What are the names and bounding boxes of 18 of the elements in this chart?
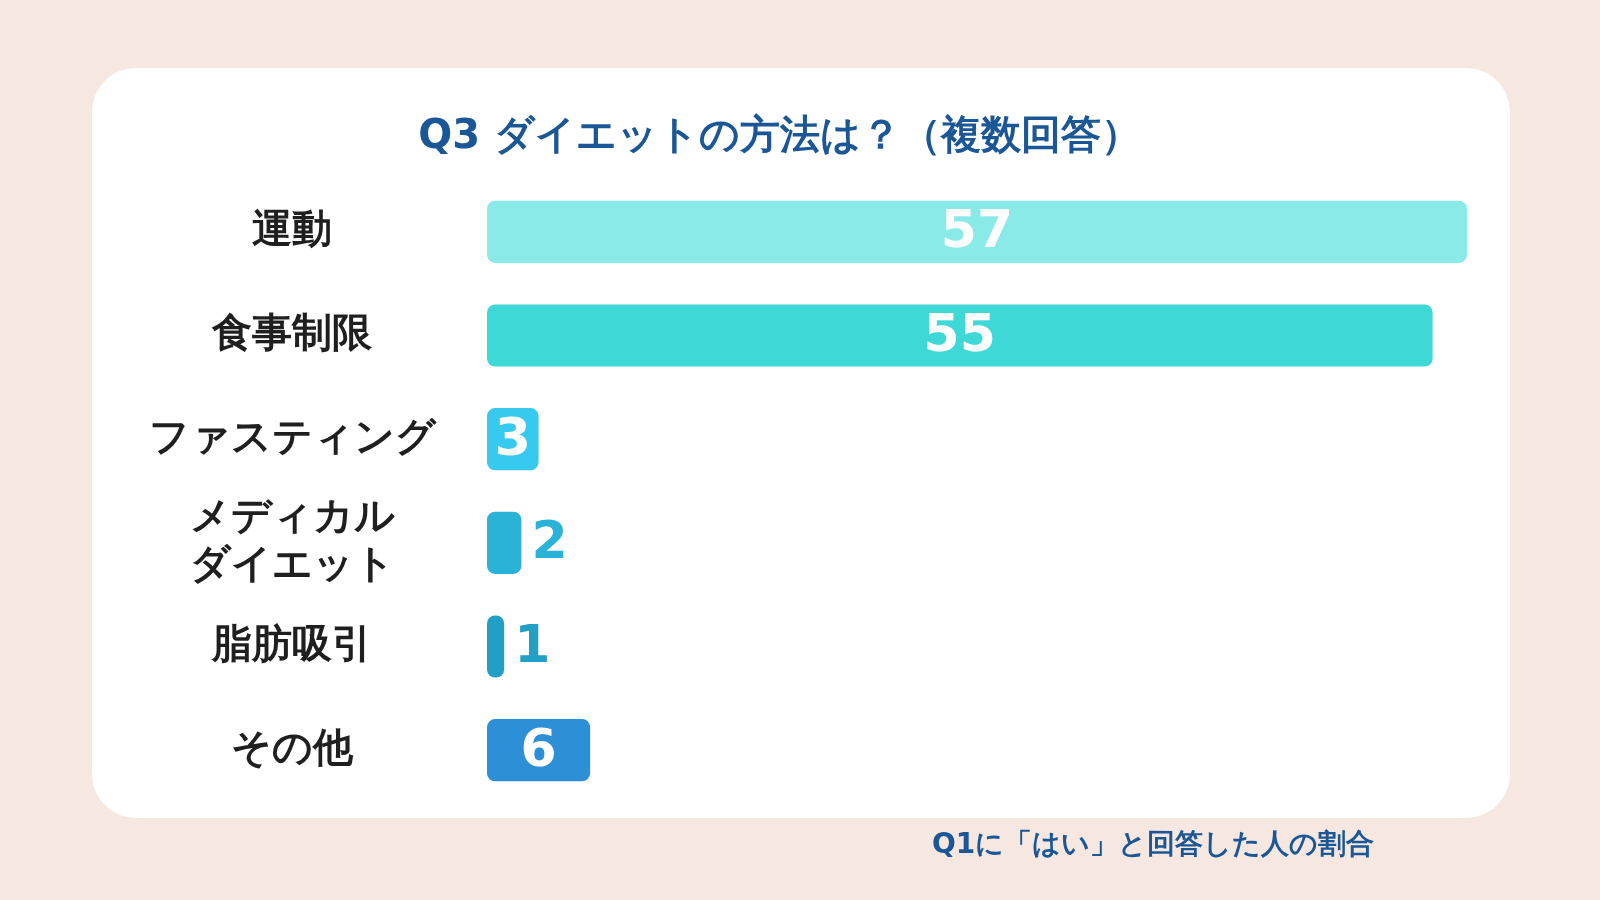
chart-title: Q3 ダイエットの方法は？（複数回答） bbox=[418, 111, 1141, 158]
data-label: 57 bbox=[940, 199, 1014, 260]
bar bbox=[487, 200, 1467, 263]
data-label: 3 bbox=[494, 406, 531, 467]
y-tick-label: 食事制限 bbox=[211, 308, 373, 355]
data-label: 6 bbox=[520, 717, 557, 778]
data-label: 1 bbox=[514, 614, 551, 675]
y-tick-label: 運動 bbox=[252, 205, 332, 252]
bar bbox=[487, 511, 522, 574]
data-label: 2 bbox=[531, 510, 568, 571]
y-tick-label: その他 bbox=[231, 723, 354, 770]
data-label: 55 bbox=[923, 303, 996, 364]
y-tick-label: ファスティング bbox=[148, 412, 437, 459]
text: Q1に「はい」と回答した人の割合 bbox=[932, 826, 1376, 862]
bar bbox=[487, 304, 1433, 367]
bar bbox=[487, 615, 505, 678]
y-tick-label: 脂肪吸引 bbox=[211, 619, 372, 666]
y-tick-label: メディカルダイエット bbox=[189, 492, 395, 587]
